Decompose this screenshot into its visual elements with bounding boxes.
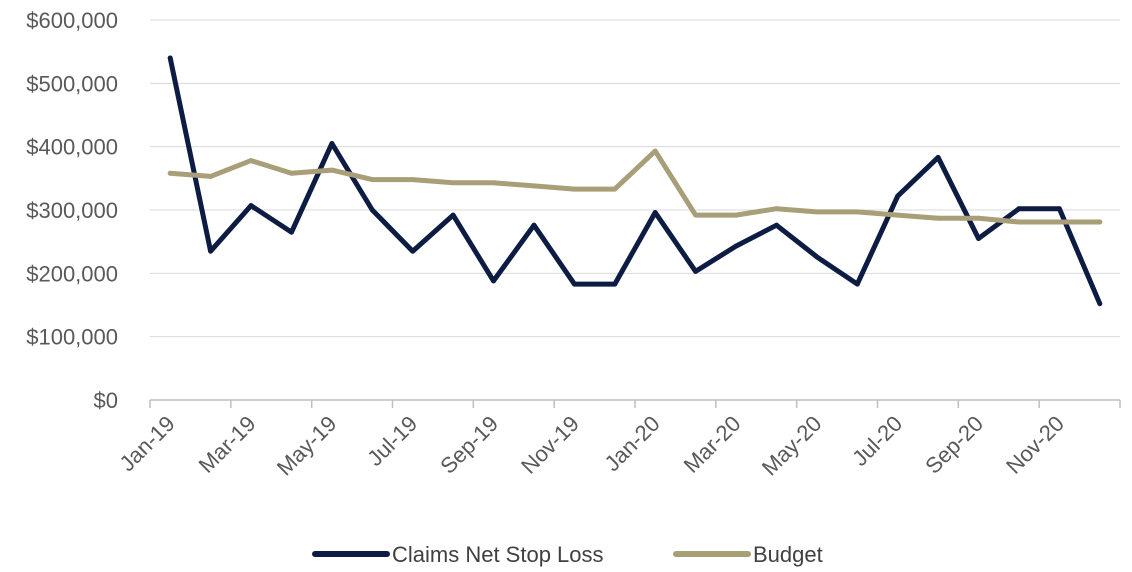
x-tick-label: Sep-20	[920, 411, 988, 479]
data-point	[450, 212, 456, 218]
legend-label: Claims Net Stop Loss	[392, 542, 604, 567]
data-point	[935, 215, 941, 221]
data-point	[935, 155, 941, 160]
x-axis-tick-labels: Jan-19 Mar-19 May-19 Jul-19 Sep-19 Nov-19 Jan-…	[114, 411, 1068, 481]
data-point	[733, 212, 739, 218]
x-tick-label: Jan-19	[114, 411, 179, 476]
data-point	[450, 180, 456, 186]
data-point	[531, 183, 537, 189]
data-point	[774, 222, 779, 228]
legend-label: Budget	[753, 542, 823, 567]
data-point	[652, 148, 658, 154]
x-tick-label: Nov-20	[1001, 411, 1069, 479]
data-point	[1016, 219, 1022, 225]
data-point	[854, 281, 860, 287]
data-point	[693, 212, 698, 218]
data-point	[612, 186, 618, 192]
data-point	[167, 170, 173, 176]
data-point	[976, 236, 981, 241]
data-point	[289, 229, 294, 235]
data-point	[733, 243, 739, 249]
data-point	[612, 281, 618, 287]
data-point	[1097, 219, 1103, 225]
y-tick-label: $200,000	[26, 261, 118, 286]
data-point	[248, 203, 254, 209]
y-tick-label: $0	[94, 388, 118, 413]
x-tick-label: Sep-19	[435, 411, 503, 479]
data-point	[774, 206, 779, 212]
data-point	[369, 207, 375, 213]
y-tick-label: $100,000	[26, 325, 118, 350]
series-line	[167, 55, 1103, 307]
x-axis	[149, 399, 1121, 408]
data-point	[369, 177, 375, 183]
y-axis-tick-labels: $600,000 $500,000 $400,000 $300,000 $200,000…	[26, 8, 118, 413]
data-point	[814, 254, 820, 260]
x-tick-label: Mar-20	[679, 411, 746, 478]
data-point	[1057, 219, 1062, 225]
x-tick-label: May-20	[757, 411, 827, 481]
y-tick-label: $300,000	[26, 198, 118, 223]
x-tick-label: Jul-19	[362, 411, 422, 471]
y-tick-label: $400,000	[26, 135, 118, 160]
y-tick-label: $600,000	[26, 8, 118, 33]
data-point	[652, 210, 658, 215]
data-point	[895, 193, 901, 199]
data-point	[814, 209, 820, 215]
x-tick-label: Nov-19	[516, 411, 584, 479]
data-point	[248, 158, 254, 164]
data-point	[572, 186, 577, 192]
x-tick-label: May-19	[272, 411, 342, 481]
data-point	[1016, 206, 1022, 212]
data-point	[167, 55, 173, 61]
series-lines	[167, 55, 1103, 307]
data-point	[1057, 206, 1062, 212]
data-point	[531, 222, 537, 228]
x-tick-label: Jan-20	[599, 411, 664, 476]
data-point	[491, 278, 496, 284]
series-line	[167, 148, 1103, 225]
data-point	[410, 248, 416, 254]
data-point	[854, 209, 860, 215]
data-point	[208, 174, 214, 179]
data-point	[208, 248, 214, 254]
x-tick-label: Jul-20	[847, 411, 907, 471]
y-tick-label: $500,000	[26, 71, 118, 96]
data-point	[329, 167, 335, 173]
x-tick-label: Mar-19	[194, 411, 261, 478]
data-point	[329, 141, 335, 146]
data-point	[895, 212, 901, 218]
data-point	[289, 170, 294, 176]
data-point	[491, 180, 496, 186]
gridlines	[150, 19, 1120, 338]
data-point	[976, 215, 981, 221]
data-point	[410, 177, 416, 183]
data-point	[693, 269, 698, 274]
data-point	[572, 281, 577, 287]
legend: Claims Net Stop Loss Budget	[312, 542, 823, 567]
data-point	[1097, 301, 1103, 307]
